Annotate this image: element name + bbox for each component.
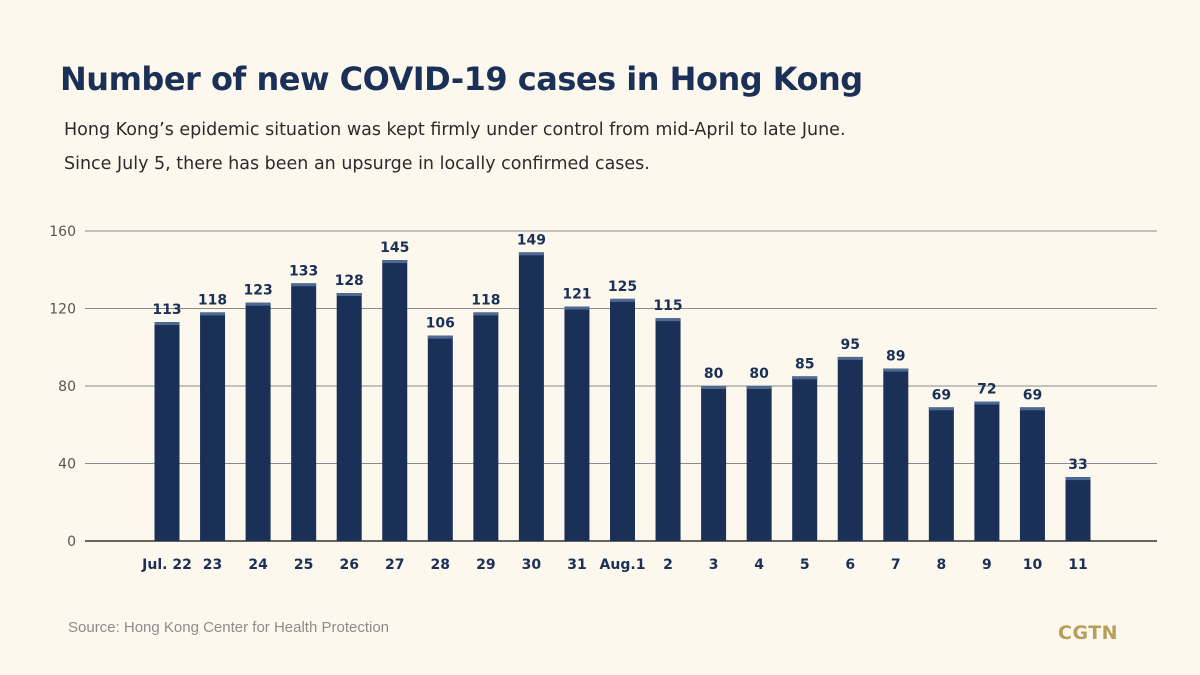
data-label: 133 bbox=[289, 263, 318, 279]
bar-cap bbox=[336, 293, 362, 296]
bar-cap bbox=[473, 312, 499, 316]
y-tick-label: 120 bbox=[49, 302, 76, 318]
bar-cap bbox=[974, 401, 1000, 405]
bar-cap bbox=[655, 318, 681, 322]
bar bbox=[928, 407, 954, 541]
bar bbox=[974, 401, 1000, 541]
x-tick-label: 8 bbox=[936, 557, 946, 573]
data-label: 115 bbox=[653, 298, 682, 314]
bar-cap bbox=[883, 368, 909, 372]
x-tick-label: 23 bbox=[203, 557, 222, 573]
x-tick-label: 29 bbox=[476, 557, 495, 573]
bar-cap bbox=[518, 252, 544, 256]
x-tick-label: 2 bbox=[663, 557, 673, 573]
bar bbox=[792, 376, 818, 541]
data-label: 121 bbox=[562, 287, 591, 303]
bar-cap bbox=[928, 407, 954, 411]
x-tick-label: Jul. 22 bbox=[141, 557, 192, 573]
bar-cap bbox=[746, 386, 772, 389]
bar-cap bbox=[701, 386, 727, 389]
data-label: 72 bbox=[977, 382, 996, 398]
x-tick-label: 25 bbox=[294, 557, 313, 573]
bar bbox=[655, 318, 681, 541]
data-label: 113 bbox=[152, 302, 181, 318]
x-tick-label: 5 bbox=[800, 557, 810, 573]
bar-cap bbox=[200, 312, 226, 316]
x-tick-label: 7 bbox=[891, 557, 901, 573]
x-tick-label: 27 bbox=[385, 557, 404, 573]
bar-cap bbox=[291, 283, 317, 287]
x-tick-label: 10 bbox=[1023, 557, 1043, 573]
x-tick-label: 11 bbox=[1068, 557, 1087, 573]
y-tick-label: 40 bbox=[58, 457, 76, 473]
data-label: 106 bbox=[426, 316, 455, 332]
bar-cap bbox=[1019, 407, 1045, 411]
data-label: 33 bbox=[1068, 457, 1087, 473]
data-label: 125 bbox=[608, 279, 637, 295]
bar bbox=[746, 386, 772, 541]
x-tick-label: 28 bbox=[431, 557, 450, 573]
data-label: 118 bbox=[471, 292, 500, 308]
x-tick-label: 4 bbox=[754, 557, 764, 573]
x-tick-label: 31 bbox=[567, 557, 586, 573]
y-tick-label: 0 bbox=[67, 534, 76, 550]
chart-title: Number of new COVID-19 cases in Hong Kon… bbox=[60, 60, 863, 98]
bar bbox=[1019, 407, 1045, 541]
x-tick-label: 30 bbox=[522, 557, 542, 573]
bar bbox=[336, 293, 362, 541]
bar-cap bbox=[1065, 477, 1091, 481]
x-tick-label: 24 bbox=[248, 557, 268, 573]
bar bbox=[564, 306, 590, 541]
data-label: 118 bbox=[198, 292, 227, 308]
bar-cap bbox=[792, 376, 818, 380]
data-label: 123 bbox=[243, 283, 272, 299]
cgtn-logo: CGTN bbox=[1058, 622, 1119, 644]
bar bbox=[1065, 477, 1091, 541]
x-tick-label: 3 bbox=[709, 557, 719, 573]
bar bbox=[427, 335, 453, 541]
bar-cap bbox=[154, 322, 180, 326]
y-tick-label: 80 bbox=[58, 379, 76, 395]
y-tick-label: 160 bbox=[49, 224, 76, 240]
data-label: 149 bbox=[517, 232, 546, 248]
data-label: 80 bbox=[704, 366, 724, 382]
data-label: 89 bbox=[886, 349, 905, 365]
x-tick-label: 26 bbox=[339, 557, 358, 573]
bar-cap bbox=[382, 260, 408, 264]
bar bbox=[518, 252, 544, 541]
x-tick-label: 9 bbox=[982, 557, 992, 573]
data-label: 85 bbox=[795, 356, 814, 372]
bar bbox=[200, 312, 226, 541]
data-label: 69 bbox=[1023, 387, 1042, 403]
data-label: 128 bbox=[335, 273, 364, 289]
x-tick-label: 6 bbox=[845, 557, 855, 573]
bar bbox=[883, 368, 909, 541]
data-label: 145 bbox=[380, 240, 409, 256]
bar-cap bbox=[837, 356, 863, 360]
bar bbox=[154, 322, 180, 541]
bar-cap bbox=[610, 298, 635, 302]
bar-cap bbox=[564, 306, 590, 310]
bar-cap bbox=[245, 302, 271, 306]
bar bbox=[473, 312, 499, 541]
bar bbox=[610, 298, 635, 541]
bar bbox=[245, 302, 271, 541]
x-tick-label: Aug.1 bbox=[600, 557, 646, 573]
data-label: 69 bbox=[932, 387, 951, 403]
bar bbox=[837, 356, 863, 541]
subtitle-line-2: Since July 5, there has been an upsurge … bbox=[64, 154, 650, 174]
bar bbox=[701, 386, 727, 541]
bar-cap bbox=[427, 335, 453, 339]
source-note: Source: Hong Kong Center for Health Prot… bbox=[68, 619, 390, 636]
subtitle-line-1: Hong Kong’s epidemic situation was kept … bbox=[64, 120, 846, 140]
bar bbox=[291, 283, 317, 541]
data-label: 95 bbox=[841, 337, 860, 353]
bar bbox=[382, 260, 408, 541]
data-label: 80 bbox=[749, 366, 769, 382]
